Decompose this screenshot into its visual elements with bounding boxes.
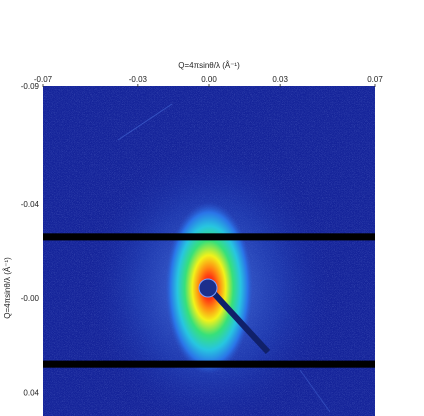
x-axis-title: Q=4πsinθ/λ (Å⁻¹) (178, 61, 240, 70)
y-tick-label: -0.09 (21, 82, 40, 91)
detector-gap (43, 233, 375, 241)
y-tick-label: -0.04 (21, 200, 40, 209)
y-tick-label: 0.04 (23, 388, 39, 397)
y-tick-label: -0.00 (21, 294, 40, 303)
detector-gap (43, 360, 375, 368)
x-tick-label: -0.03 (129, 75, 148, 84)
x-tick-label: 0.07 (367, 75, 383, 84)
x-tick-label: 0.03 (272, 75, 288, 84)
beamstop (198, 278, 218, 298)
y-axis-title: Q=4πsinθ/λ (Å⁻¹) (3, 257, 12, 319)
plot-area (43, 86, 375, 416)
beamstop-arm (206, 285, 271, 355)
streak-1 (117, 103, 173, 141)
x-tick-label: 0.00 (201, 75, 217, 84)
streak-2 (299, 369, 331, 413)
x-tick-label: -0.07 (34, 75, 53, 84)
